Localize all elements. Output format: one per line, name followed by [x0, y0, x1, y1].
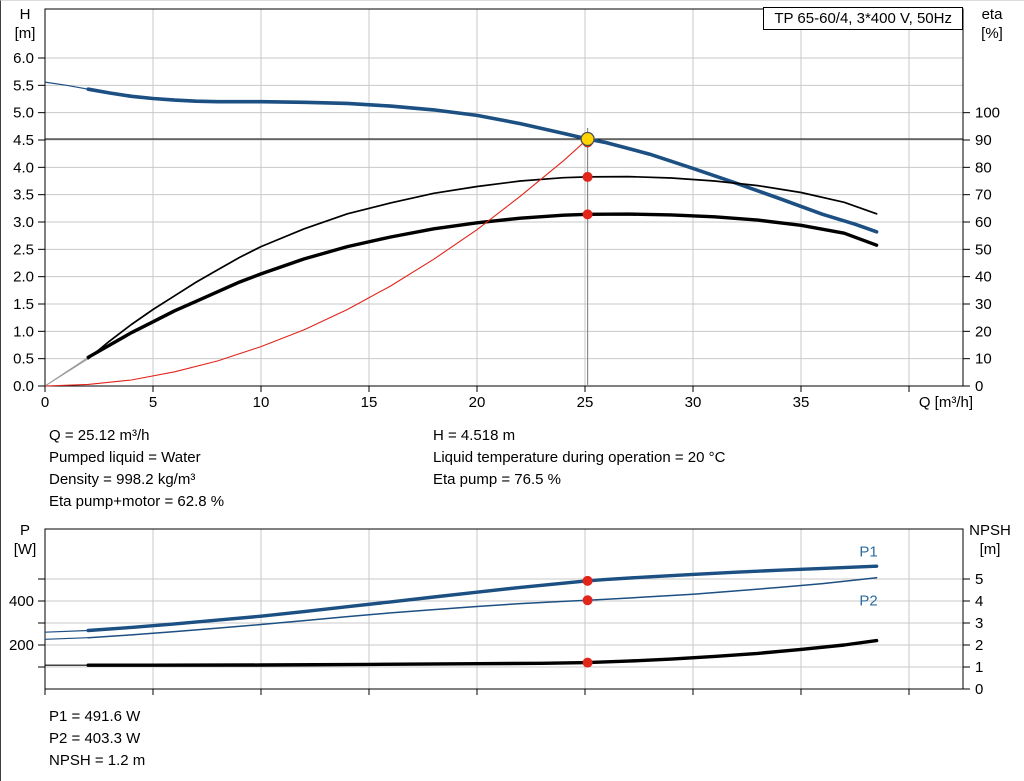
y-left-tick-label: 400 [9, 593, 34, 610]
operating-point-dot [582, 595, 593, 606]
y-left-tick-label: 4.5 [13, 132, 34, 149]
y-left-tick-label: 1.5 [13, 296, 34, 313]
x-tick-label: 20 [469, 394, 486, 411]
p1-curve [86, 564, 879, 633]
y-left-tick-label: 5.0 [13, 105, 34, 122]
x-tick-label: 0 [41, 394, 49, 411]
x-tick-label: 10 [253, 394, 270, 411]
y-right-tick-label: 5 [975, 571, 983, 588]
y-right-tick-label: 2 [975, 637, 983, 654]
y-left-tick-label: 0.0 [13, 378, 34, 395]
y-right-tick-label: 10 [975, 351, 992, 368]
x-tick-label: 30 [685, 394, 702, 411]
power-axis-unit: [W] [13, 541, 37, 558]
x-tick-label: 15 [361, 394, 378, 411]
plot-frame [44, 528, 964, 690]
duty-point-marker[interactable] [580, 131, 595, 147]
y-left-tick-label: 2.5 [13, 241, 34, 258]
power-axis-title: P [W] [5, 521, 45, 559]
x-tick-label: 25 [577, 394, 594, 411]
info-line-head: H = 4.518 m [433, 427, 516, 444]
y-left-tick-label: 1.0 [13, 323, 34, 340]
y-left-tick-label: 2.0 [13, 269, 34, 286]
y-right-tick-label: 80 [975, 159, 992, 176]
x-axis-unit-label: Q [m³/h] [919, 394, 973, 411]
y-right-tick-label: 3 [975, 615, 983, 632]
info-line-temperature: Liquid temperature during operation = 20… [433, 449, 726, 466]
npsh-axis-symbol: NPSH [969, 522, 1011, 539]
operating-point-dot [582, 575, 593, 586]
info-line-eta-pump: Eta pump = 76.5 % [433, 471, 561, 488]
info-line-flow: Q = 25.12 m³/h [49, 427, 150, 444]
duty-info-left-column: Q = 25.12 m³/h Pumped liquid = Water Den… [49, 425, 224, 513]
eta-axis-title: eta [%] [967, 5, 1017, 43]
y-right-tick-label: 70 [975, 187, 992, 204]
head-axis-symbol: H [19, 6, 31, 23]
head-curve-min-flow [44, 81, 89, 90]
info-line-liquid: Pumped liquid = Water [49, 449, 201, 466]
y-left-tick-label: 4.0 [13, 159, 34, 176]
info-line-npsh: NPSH = 1.2 m [49, 752, 146, 769]
y-left-tick-label: 200 [9, 637, 34, 654]
p2-curve-min-flow [44, 637, 89, 640]
y-right-tick-label: 20 [975, 323, 992, 340]
plot-frame [44, 8, 964, 387]
info-line-p1: P1 = 491.6 W [49, 708, 141, 725]
y-right-tick-label: 50 [975, 241, 992, 258]
p1-curve-min-flow [44, 629, 89, 633]
npsh-axis-title: NPSH [m] [959, 521, 1021, 559]
curve-label-p1: P1 [859, 544, 877, 561]
y-right-tick-label: 40 [975, 269, 992, 286]
npsh-axis-unit: [m] [979, 541, 1001, 558]
eta-pump-motor-curve-min-flow-lead [44, 356, 89, 387]
p2-curve [87, 576, 878, 639]
y-left-tick-label: 0.5 [13, 351, 34, 368]
y-left-tick-label: 3.0 [13, 214, 34, 231]
y-right-tick-label: 90 [975, 132, 992, 149]
y-left-tick-label: 3.5 [13, 187, 34, 204]
info-line-density: Density = 998.2 kg/m³ [49, 471, 196, 488]
y-right-tick-label: 100 [975, 105, 1000, 122]
y-left-tick-label: 6.0 [13, 50, 34, 67]
head-curve [86, 87, 879, 234]
y-left-tick-label: 5.5 [13, 77, 34, 94]
head-axis-title: H [m] [5, 5, 45, 43]
npsh-curve [86, 638, 879, 667]
head-axis-unit: [m] [14, 25, 36, 42]
y-right-tick-label: 0 [975, 378, 983, 395]
x-tick-label: 35 [793, 394, 810, 411]
duty-info-right-column: H = 4.518 m Liquid temperature during op… [433, 425, 725, 491]
system-curve [44, 138, 589, 387]
x-tick-label: 5 [149, 394, 157, 411]
y-right-tick-label: 60 [975, 214, 992, 231]
eta-pump-motor-curve [86, 212, 879, 359]
eta-pump-curve [87, 175, 878, 360]
y-right-tick-label: 1 [975, 659, 983, 676]
info-line-eta-pump-motor: Eta pump+motor = 62.8 % [49, 493, 225, 510]
y-right-tick-label: 0 [975, 681, 983, 698]
operating-point-dot [582, 209, 593, 220]
power-info-column: P1 = 491.6 W P2 = 403.3 W NPSH = 1.2 m [49, 706, 145, 772]
pump-type-label: TP 65-60/4, 3*400 V, 50Hz [763, 7, 963, 30]
info-line-p2: P2 = 403.3 W [49, 730, 141, 747]
eta-axis-unit: [%] [981, 25, 1003, 42]
power-axis-symbol: P [19, 522, 30, 539]
eta-axis-symbol: eta [981, 6, 1003, 23]
operating-point-dot [582, 171, 593, 182]
y-right-tick-label: 4 [975, 593, 983, 610]
curve-label-p2: P2 [859, 593, 877, 610]
y-right-tick-label: 30 [975, 296, 992, 313]
operating-point-dot [582, 657, 593, 668]
